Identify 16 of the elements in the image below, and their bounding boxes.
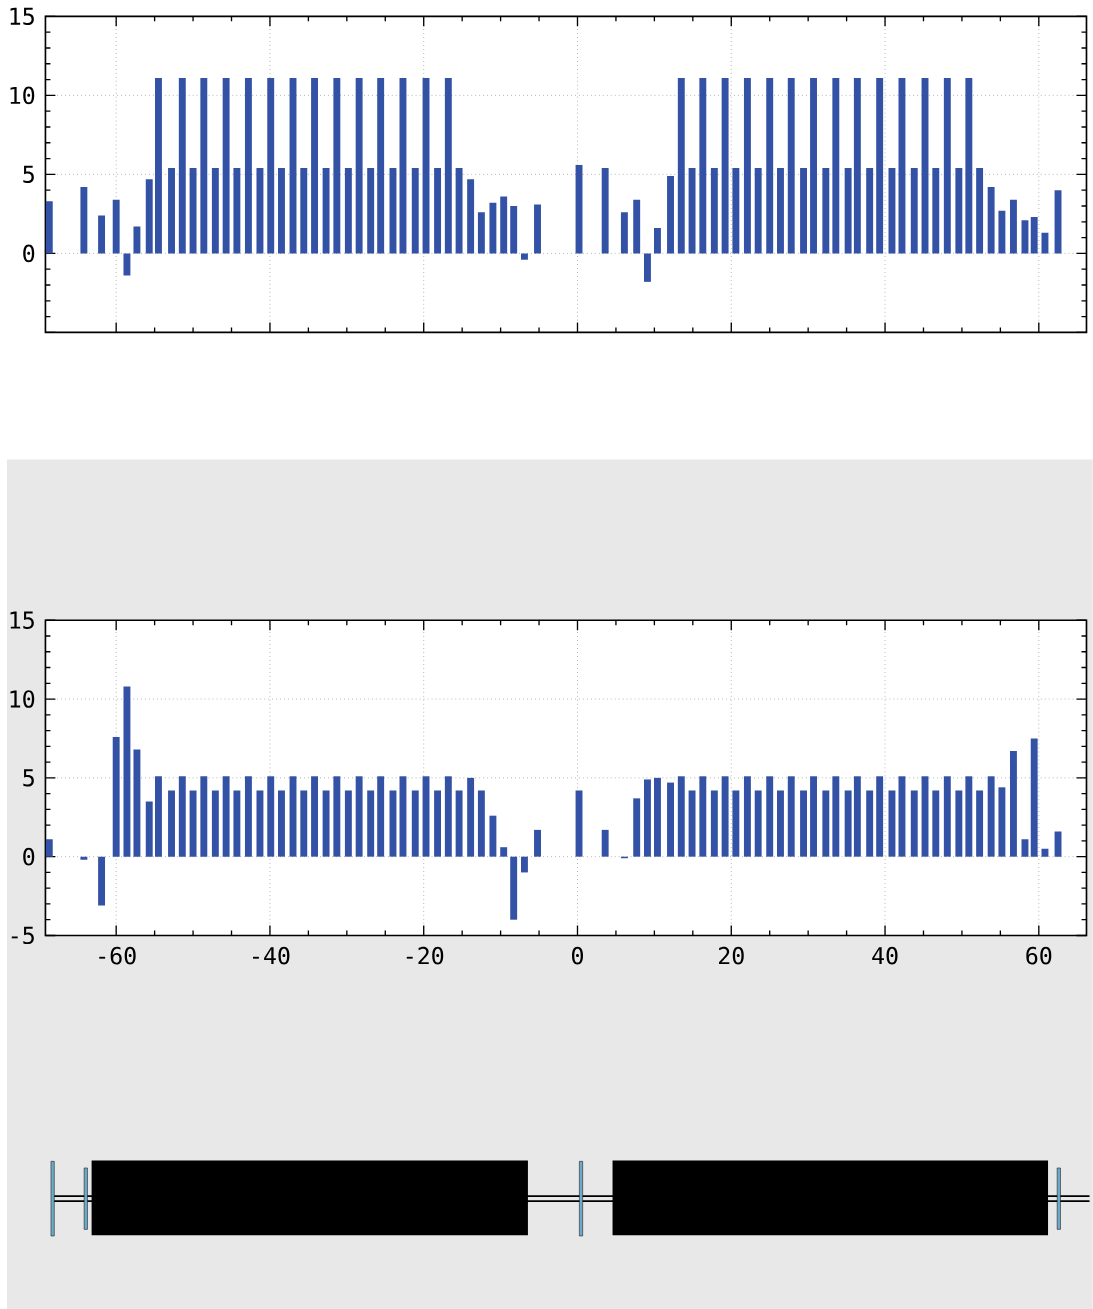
y-tick-label: 0 [23,244,35,263]
y-tick-label: 0 [23,847,35,866]
y-tick-label: 10 [10,86,35,105]
x-tick-label: -20 [406,946,444,965]
y-tick-label: 5 [23,165,34,184]
y-tick-label: -5 [11,926,34,945]
x-tick-label: 60 [1026,946,1052,965]
x-tick-label: 20 [719,946,744,965]
y-tick-label: 10 [10,690,35,708]
y-tick-label: 5 [23,769,34,787]
y-tick-label: 15 [10,7,34,26]
y-tick-label: 15 [10,611,34,629]
x-tick-label: 40 [872,946,898,965]
x-tick-label: 0 [572,946,584,965]
x-tick-label: -40 [253,946,290,965]
x-tick-label: -60 [99,946,136,965]
